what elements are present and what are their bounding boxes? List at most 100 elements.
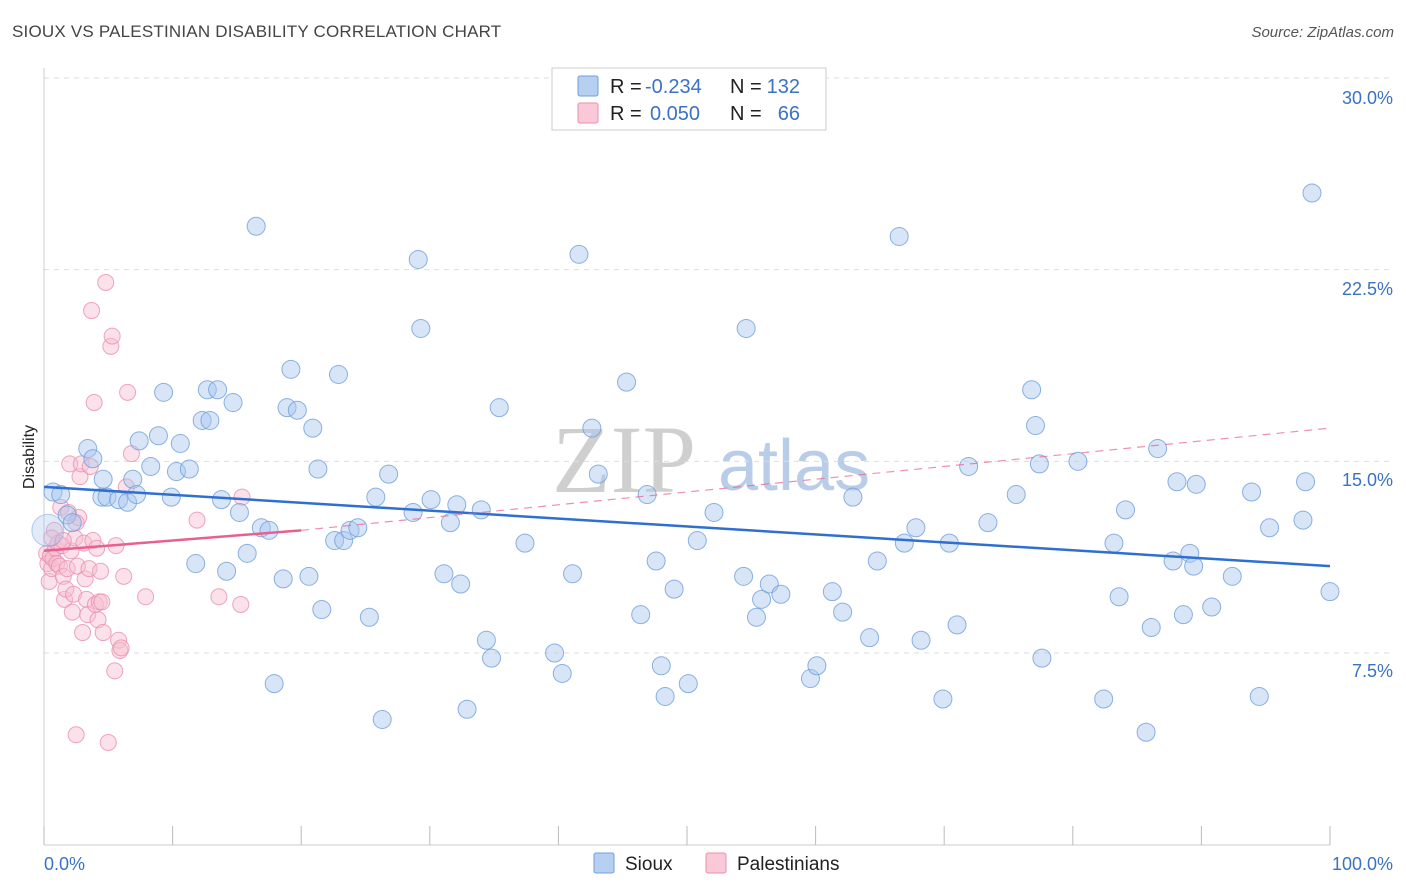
palestinians-point — [115, 567, 133, 585]
sioux-point — [186, 554, 206, 574]
palestinians-point — [67, 726, 85, 744]
sioux-point — [62, 513, 82, 533]
legend-n-value-sioux: 132 — [767, 76, 800, 98]
sioux-point — [78, 439, 98, 459]
sioux-point — [736, 318, 756, 338]
sioux-point — [489, 398, 509, 418]
sioux-point — [259, 520, 279, 540]
x-tick-label-min: 0.0% — [44, 854, 85, 874]
sioux-point — [1167, 472, 1187, 492]
legend-r-label: R = — [610, 76, 642, 98]
stats-legend: R = -0.234 N = 132 R = 0.050 N = 66 — [551, 67, 827, 131]
sioux-point — [482, 648, 502, 668]
sioux-cluster-point — [31, 513, 65, 547]
sioux-point — [421, 490, 441, 510]
sioux-point — [273, 569, 293, 589]
sioux-point — [569, 244, 589, 264]
palestinians-point — [137, 588, 155, 606]
palestinians-points — [38, 273, 251, 751]
sioux-points — [31, 183, 1340, 742]
legend-r-value-sioux: -0.234 — [645, 76, 702, 98]
sioux-point — [440, 513, 460, 533]
sioux-point — [631, 605, 651, 625]
sioux-point — [308, 459, 328, 479]
sioux-point — [1141, 617, 1161, 637]
sioux-point — [637, 485, 657, 505]
y-tick-label: 22.5% — [1342, 279, 1393, 299]
sioux-point — [1184, 556, 1204, 576]
sioux-point — [1148, 439, 1168, 459]
sioux-point — [833, 602, 853, 622]
sioux-point — [552, 663, 572, 683]
sioux-point — [411, 318, 431, 338]
sioux-point — [894, 533, 914, 553]
sioux-point — [1173, 605, 1193, 625]
sioux-point — [1068, 451, 1088, 471]
sioux-point — [911, 630, 931, 650]
sioux-point — [582, 418, 602, 438]
sioux-point — [1163, 551, 1183, 571]
legend-r-label: R = — [610, 103, 642, 125]
sioux-point — [734, 566, 754, 586]
bottom-legend-swatch-palestinians — [705, 852, 727, 874]
legend-r-value-palestinians: 0.050 — [650, 103, 700, 125]
bottom-legend-swatch-sioux — [593, 852, 615, 874]
sioux-point — [1320, 582, 1340, 602]
sioux-point — [161, 487, 181, 507]
sioux-point — [822, 582, 842, 602]
sioux-point — [408, 249, 428, 269]
sioux-point — [476, 630, 496, 650]
sioux-point — [889, 226, 909, 246]
palestinians-point — [54, 567, 72, 585]
sioux-point — [545, 643, 565, 663]
sioux-point — [515, 533, 535, 553]
sioux-point — [451, 574, 471, 594]
palestinians-point — [58, 560, 76, 578]
watermark-zip: ZIP — [552, 406, 696, 513]
palestinians-point — [93, 593, 111, 611]
palestinians-point — [210, 588, 228, 606]
sioux-point — [281, 359, 301, 379]
sioux-point — [959, 456, 979, 476]
y-axis-label: Disability — [21, 425, 38, 489]
sioux-point — [170, 433, 190, 453]
sioux-point — [860, 628, 880, 648]
sioux-point — [208, 380, 228, 400]
sioux-point — [867, 551, 887, 571]
palestinians-point — [61, 455, 79, 473]
legend-n-label: N = — [730, 76, 762, 98]
bottom-legend-palestinians: Palestinians — [737, 854, 839, 875]
palestinians-trend-dashed — [301, 427, 1331, 531]
sioux-point — [237, 543, 257, 563]
legend-n-label: N = — [730, 103, 762, 125]
sioux-point — [192, 410, 212, 430]
palestinians-point — [89, 611, 107, 629]
palestinians-point — [106, 662, 124, 680]
chart-title: SIOUX VS PALESTINIAN DISABILITY CORRELAT… — [12, 22, 502, 41]
sioux-point — [457, 699, 477, 719]
sioux-point — [563, 564, 583, 584]
sioux-point — [978, 513, 998, 533]
legend-n-value-palestinians: 66 — [778, 103, 800, 125]
sioux-point — [807, 656, 827, 676]
sioux-point — [471, 500, 491, 520]
sioux-point — [312, 600, 332, 620]
palestinians-point — [112, 639, 130, 657]
palestinians-point — [99, 733, 117, 751]
sioux-point — [123, 469, 143, 489]
sioux-point — [366, 487, 386, 507]
palestinians-point — [119, 383, 137, 401]
palestinians-point — [65, 585, 83, 603]
sioux-point — [154, 382, 174, 402]
sioux-point — [348, 518, 368, 538]
sioux-point — [83, 449, 103, 469]
sioux-point — [179, 459, 199, 479]
sioux-point — [947, 615, 967, 635]
sioux-point — [1293, 510, 1313, 530]
sioux-point — [1026, 416, 1046, 436]
sioux-point — [434, 564, 454, 584]
sioux-point — [617, 372, 637, 392]
sioux-point — [800, 669, 820, 689]
sioux-point — [303, 418, 323, 438]
sioux-point — [211, 490, 231, 510]
